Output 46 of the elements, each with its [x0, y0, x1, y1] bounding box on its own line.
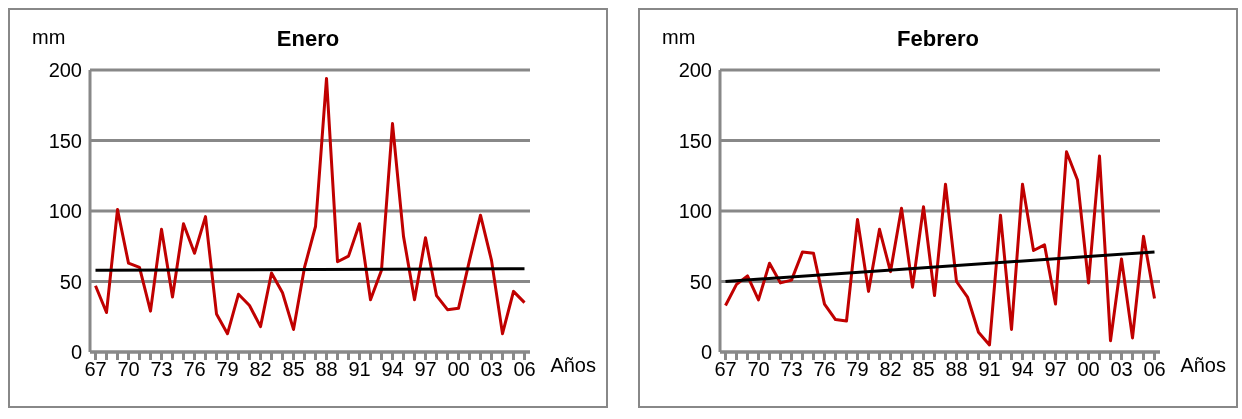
line-series: [94, 76, 526, 336]
line-series: [724, 150, 1156, 347]
x-tick-label: 97: [414, 358, 437, 381]
x-tick-label: 03: [1110, 358, 1133, 381]
x-tick-label: 94: [1011, 358, 1034, 381]
x-tick-label: 97: [1044, 358, 1067, 381]
x-tick-label: 88: [315, 358, 338, 381]
y-tick-label: 150: [678, 129, 712, 152]
x-tick-label: 91: [348, 358, 371, 381]
y-tick-label: 200: [678, 59, 712, 82]
x-tick-label: 73: [150, 358, 173, 381]
x-tick-label: 00: [1077, 358, 1100, 381]
x-tick-label: 70: [117, 358, 140, 381]
y-tick-label: 100: [678, 200, 712, 223]
y-tick-label: 200: [48, 59, 82, 82]
x-axis-title: Años: [550, 354, 596, 377]
x-tick-label: 82: [879, 358, 902, 381]
x-axis-title: Años: [1180, 354, 1226, 377]
y-tick-label: 50: [689, 270, 712, 293]
x-tick-label: 76: [183, 358, 206, 381]
x-tick-label: 70: [747, 358, 770, 381]
x-tick-label: 79: [846, 358, 869, 381]
x-tick-label: 85: [912, 358, 935, 381]
y-tick-label: 100: [48, 200, 82, 223]
y-tick-label: 0: [70, 341, 82, 364]
y-axis-title: mm: [32, 26, 66, 49]
x-tick-label: 85: [282, 358, 305, 381]
x-tick-label: 06: [1143, 358, 1166, 381]
x-tick-label: 67: [84, 358, 107, 381]
x-tick-label: 73: [780, 358, 803, 381]
y-tick-label: 0: [700, 341, 712, 364]
x-tick-label: 67: [714, 358, 737, 381]
y-tick-label: 50: [59, 270, 82, 293]
x-tick-label: 91: [978, 358, 1001, 381]
x-tick-label: 79: [216, 358, 239, 381]
chart-title: Febrero: [897, 26, 979, 51]
x-tick-label: 06: [513, 358, 536, 381]
y-axis-title: mm: [662, 26, 696, 49]
chart-title: Enero: [276, 26, 340, 51]
y-tick-label: 150: [48, 129, 82, 152]
x-tick-label: 82: [249, 358, 272, 381]
x-tick-label: 88: [945, 358, 968, 381]
x-tick-label: 00: [447, 358, 470, 381]
x-tick-label: 03: [480, 358, 503, 381]
x-tick-label: 94: [381, 358, 404, 381]
x-tick-label: 76: [813, 358, 836, 381]
